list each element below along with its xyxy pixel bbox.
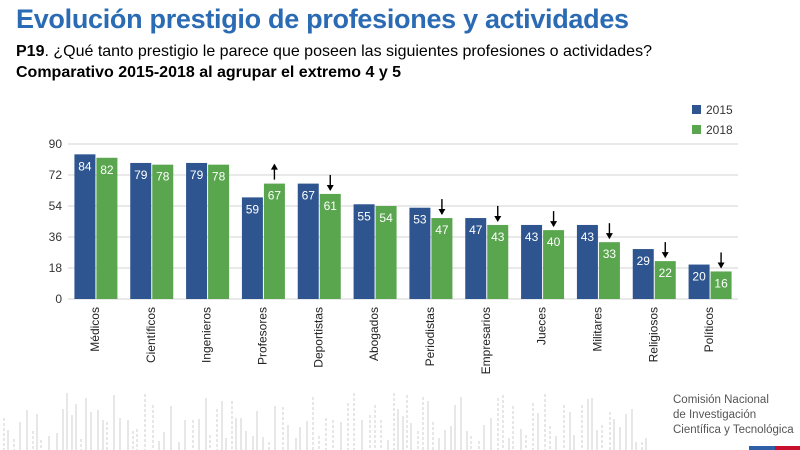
- data-label: 79: [134, 168, 148, 182]
- legend: 2015 2018: [692, 103, 733, 137]
- bar-2015: [576, 224, 598, 299]
- y-tick-label: 72: [49, 168, 63, 182]
- data-label: 47: [435, 223, 449, 237]
- y-axis-tick-labels: 0 18 36 54 72 90: [49, 137, 63, 306]
- org-line: de Investigación: [673, 409, 757, 421]
- bar-2015: [409, 207, 431, 299]
- legend-swatch: [692, 105, 701, 114]
- data-labels: 84 82 79 78 79 78 59 67 67 61 55 54 53 47 47 43 43 40 43 33…: [78, 159, 728, 290]
- change-arrow-down: [326, 174, 334, 191]
- change-arrows: [270, 163, 725, 269]
- x-tick-label: Militares: [590, 307, 604, 352]
- gridlines: [68, 143, 738, 300]
- flag-stripe: [749, 446, 800, 450]
- data-label: 78: [156, 170, 170, 184]
- data-label: 78: [212, 170, 226, 184]
- question-code: P19: [16, 43, 45, 60]
- bar-2015: [688, 264, 710, 299]
- x-tick-label: Científicos: [144, 307, 158, 363]
- x-tick-label: Religiosos: [646, 307, 660, 362]
- legend-swatch: [692, 125, 701, 134]
- data-label: 67: [302, 189, 316, 203]
- legend-label: 2015: [706, 103, 733, 117]
- change-arrow-down: [494, 205, 502, 222]
- bars: [74, 154, 732, 299]
- flag-blue-segment: [749, 446, 775, 450]
- question-body: . ¿Qué tanto prestigio le parece que pos…: [44, 43, 652, 60]
- data-label: 82: [100, 163, 114, 177]
- data-label: 61: [324, 199, 338, 213]
- bar-2015: [186, 162, 208, 299]
- bar-2018: [96, 157, 118, 299]
- data-label: 53: [413, 213, 427, 227]
- y-tick-label: 18: [49, 261, 63, 275]
- data-label: 54: [379, 211, 393, 225]
- bar-2018: [208, 164, 230, 299]
- data-label: 22: [659, 266, 673, 280]
- bar-2015: [130, 162, 152, 299]
- change-arrow-down: [661, 242, 669, 259]
- data-label: 43: [525, 230, 539, 244]
- chart-title: Evolución prestigio de profesiones y act…: [16, 4, 629, 34]
- data-label: 43: [581, 230, 595, 244]
- y-tick-label: 54: [49, 199, 63, 213]
- data-label: 43: [491, 230, 505, 244]
- y-tick-label: 90: [49, 137, 63, 151]
- bar-2018: [710, 271, 732, 299]
- bar-2018: [543, 230, 565, 299]
- x-tick-label: Médicos: [88, 307, 102, 352]
- bar-2015: [632, 249, 654, 299]
- bar-chart: 84 82 79 78 79 78 59 67 67 61 55 54 53 47 47 43 43 40 43 33…: [49, 103, 738, 374]
- data-label: 16: [714, 276, 728, 290]
- x-tick-label: Deportistas: [311, 307, 325, 368]
- organization-logo-text: Comisión Nacional de Investigación Cient…: [673, 393, 794, 438]
- y-tick-label: 36: [49, 230, 63, 244]
- bar-2018: [598, 242, 620, 299]
- bar-2015: [74, 154, 96, 299]
- bar-2015: [241, 197, 263, 299]
- bar-2015: [297, 183, 319, 299]
- decorative-barcode-pattern: [3, 393, 647, 450]
- x-tick-label: Periodistas: [423, 307, 437, 366]
- x-tick-label: Profesores: [255, 307, 269, 365]
- x-tick-label: Empresarios: [479, 307, 493, 374]
- change-arrow-up: [270, 163, 278, 180]
- x-tick-label: Ingenieros: [200, 307, 214, 363]
- org-line: Comisión Nacional: [673, 394, 769, 406]
- data-label: 79: [190, 168, 204, 182]
- change-arrow-down: [605, 223, 613, 240]
- data-label: 84: [78, 159, 92, 173]
- y-tick-label: 0: [55, 292, 62, 306]
- data-label: 59: [246, 202, 260, 216]
- bar-2015: [353, 204, 375, 299]
- flag-red-segment: [774, 446, 800, 450]
- legend-label: 2018: [706, 123, 733, 137]
- bar-2018: [375, 206, 397, 299]
- change-arrow-down: [550, 211, 558, 228]
- data-label: 33: [603, 247, 617, 261]
- data-label: 20: [692, 270, 706, 284]
- data-label: 29: [637, 254, 651, 268]
- data-label: 40: [547, 235, 561, 249]
- data-label: 47: [469, 223, 483, 237]
- x-tick-label: Abogados: [367, 307, 381, 361]
- data-label: 55: [357, 209, 371, 223]
- bar-2018: [487, 224, 509, 299]
- x-tick-label: Jueces: [535, 307, 549, 345]
- bar-2018: [319, 193, 341, 299]
- chart-subtitle: Comparativo 2015-2018 al agrupar el extr…: [16, 64, 402, 81]
- data-label: 67: [268, 189, 282, 203]
- org-line: Científica y Tecnológica: [673, 424, 794, 436]
- bar-2018: [654, 261, 676, 299]
- change-arrow-down: [717, 252, 725, 269]
- x-axis-tick-labels: Médicos Científicos Ingenieros Profesores De…: [88, 307, 716, 374]
- question-text: P19. ¿Qué tanto prestigio le parece que …: [16, 43, 652, 61]
- bar-2015: [465, 218, 487, 299]
- bar-2018: [152, 164, 174, 299]
- bar-2015: [521, 224, 543, 299]
- change-arrow-down: [438, 199, 446, 216]
- x-tick-label: Políticos: [702, 307, 716, 352]
- bar-2018: [263, 183, 285, 299]
- bar-2018: [431, 218, 453, 299]
